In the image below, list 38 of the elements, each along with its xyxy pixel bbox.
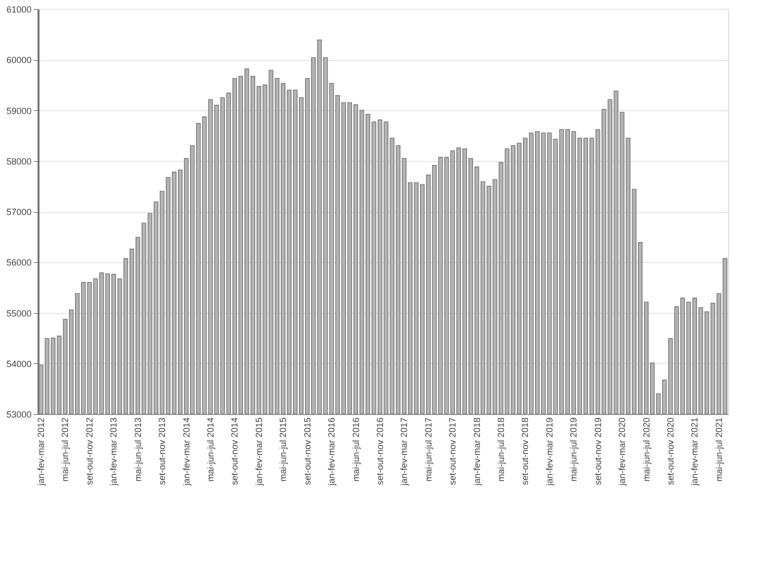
y-tick-label: 58000 bbox=[6, 156, 32, 166]
x-tick-label: mai-jun-jul 2015 bbox=[278, 418, 288, 482]
y-tick-label: 61000 bbox=[6, 4, 32, 14]
x-tick-label: set-out-nov 2015 bbox=[302, 418, 312, 486]
x-tick-label: set-out-nov 2014 bbox=[230, 418, 240, 486]
y-tick-label: 53000 bbox=[6, 410, 32, 420]
x-tick-label: set-out-nov 2017 bbox=[448, 418, 458, 486]
x-tick-label: mai-jun-jul 2013 bbox=[132, 418, 143, 482]
x-tick-label: set-out-nov 2019 bbox=[592, 418, 603, 486]
x-tick-label: jan-fev-mar 2017 bbox=[399, 418, 410, 487]
x-tick-label: mai-jun-jul 2018 bbox=[496, 418, 506, 482]
x-tick-label: jan-fev-mar 2015 bbox=[254, 418, 264, 487]
y-tick-label: 55000 bbox=[6, 308, 32, 318]
x-tick-label: jan-fev-mar 2012 bbox=[36, 418, 46, 487]
x-tick-label: set-out-nov 2013 bbox=[157, 418, 168, 486]
x-tick-label: jan-fev-mar 2021 bbox=[690, 418, 700, 487]
x-tick-label: mai-jun-jul 2014 bbox=[206, 418, 216, 482]
x-tick-label: mai-jun-jul 2019 bbox=[568, 418, 579, 482]
x-tick-label: jan-fev-mar 2020 bbox=[617, 418, 628, 487]
x-tick-label: jan-fev-mar 2019 bbox=[544, 418, 554, 487]
x-tick-label: jan-fev-mar 2018 bbox=[472, 418, 482, 487]
x-tick-label: set-out-nov 2020 bbox=[666, 418, 676, 486]
x-tick-label: set-out-nov 2016 bbox=[374, 418, 385, 486]
y-tick-label: 54000 bbox=[6, 358, 32, 369]
x-tick-label: set-out-nov 2018 bbox=[520, 418, 530, 486]
y-tick-label: 60000 bbox=[6, 55, 32, 66]
y-tick-label: 59000 bbox=[6, 106, 32, 116]
x-tick-label: mai-jun-jul 2012 bbox=[60, 418, 70, 482]
x-tick-label: jan-fev-mar 2016 bbox=[326, 418, 337, 487]
x-tick-label: jan-fev-mar 2013 bbox=[108, 418, 119, 487]
y-tick-label: 57000 bbox=[6, 207, 32, 217]
x-tick-label: mai-jun-jul 2021 bbox=[714, 418, 724, 482]
x-tick-label: set-out-nov 2012 bbox=[84, 418, 94, 486]
x-tick-label: jan-fev-mar 2014 bbox=[181, 418, 192, 487]
x-tick-label: mai-jun-jul 2017 bbox=[423, 418, 434, 482]
x-tick-label: mai-jun-jul 2016 bbox=[350, 418, 361, 482]
y-tick-label: 56000 bbox=[6, 258, 32, 268]
x-tick-label: mai-jun-jul 2020 bbox=[641, 418, 652, 482]
